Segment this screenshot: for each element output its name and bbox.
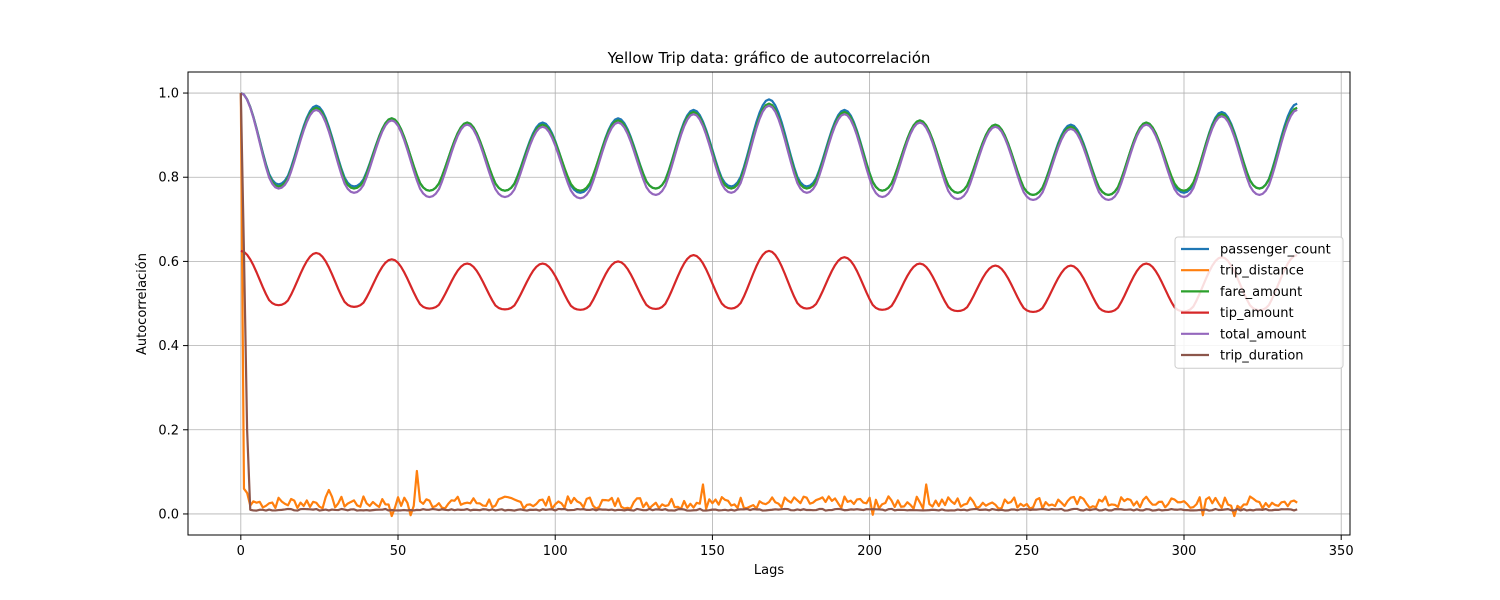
legend-box [1174,236,1344,369]
x-tick-label: 50 [390,544,407,559]
series-line-total-amount [240,92,1298,202]
x-tick-label: 0 [237,544,245,559]
y-tick-label: 0.0 [158,507,179,522]
series-line-tip-amount [240,249,1298,314]
legend-entry: tip_amount [1220,306,1294,321]
x-tick-label: 200 [857,544,882,559]
series-line-trip-duration [239,93,1298,512]
legend-entry: total_amount [1220,327,1306,342]
series-line-trip-distance [239,93,1298,518]
legend-entry: trip_duration [1220,349,1304,364]
x-tick-label: 250 [1014,544,1039,559]
chart-title: Yellow Trip data: gráfico de autocorrela… [607,49,931,67]
legend-entry: fare_amount [1220,285,1302,300]
x-tick-label: 350 [1329,544,1354,559]
x-tick-label: 100 [543,544,568,559]
y-tick-label: 1.0 [158,87,179,102]
y-tick-label: 0.4 [158,339,179,354]
x-tick-label: 150 [700,544,725,559]
legend: passenger_count trip_distance fare_amountt… [1174,236,1344,369]
legend-entry: trip_distance [1220,264,1304,279]
series-lines [239,92,1298,518]
plot-frame [187,71,1351,536]
y-axis-title: Autocorrelación [135,253,150,355]
legend-entry: passenger_count [1220,243,1331,258]
y-tick-label: 0.2 [158,423,179,438]
y-tick-label: 0.6 [158,255,179,270]
x-axis-title: Lags [754,563,784,578]
x-tick-label: 300 [1172,544,1197,559]
plot-area-background [188,72,1350,535]
axis-ticks: 0 50 100 150 200 250 300 350 0.0 0.2 0.4 0.6 0.8 1.0 [158,87,1353,559]
y-tick-label: 0.8 [158,171,179,186]
series-line-fare-amount [240,92,1298,197]
